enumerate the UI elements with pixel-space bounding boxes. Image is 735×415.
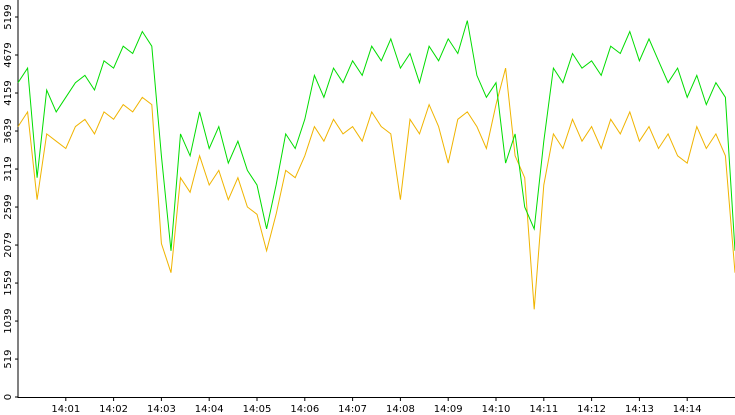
x-tick-label: 14:10 — [482, 404, 511, 415]
y-tick-label: 3119 — [3, 156, 14, 181]
y-tick-label: 1559 — [3, 270, 14, 295]
x-tick-label: 14:03 — [147, 404, 176, 415]
series-line — [17, 20, 735, 251]
y-tick-label: 2599 — [3, 194, 14, 219]
x-tick-label: 14:07 — [338, 404, 367, 415]
series-line — [17, 67, 735, 310]
x-tick-label: 14:06 — [290, 404, 319, 415]
y-tick-label: 4159 — [3, 80, 14, 105]
x-tick-label: 14:02 — [99, 404, 128, 415]
x-tick-label: 14:08 — [386, 404, 415, 415]
x-tick-label: 14:01 — [51, 404, 80, 415]
x-tick-label: 14:05 — [243, 404, 272, 415]
x-tick-label: 14:13 — [625, 404, 654, 415]
y-tick-label: 2079 — [3, 232, 14, 257]
x-tick-label: 14:04 — [195, 404, 224, 415]
x-tick-label: 14:12 — [577, 404, 606, 415]
x-tick-label: 14:14 — [673, 404, 702, 415]
y-tick-label: 0 — [3, 394, 14, 400]
y-tick-label: 3639 — [3, 118, 14, 143]
y-tick-label: 1039 — [3, 308, 14, 333]
y-tick-label: 4679 — [3, 42, 14, 67]
y-tick-label: 5199 — [3, 4, 14, 29]
x-tick-label: 14:11 — [529, 404, 558, 415]
y-tick-label: 519 — [3, 350, 14, 369]
x-tick-label: 14:09 — [434, 404, 463, 415]
